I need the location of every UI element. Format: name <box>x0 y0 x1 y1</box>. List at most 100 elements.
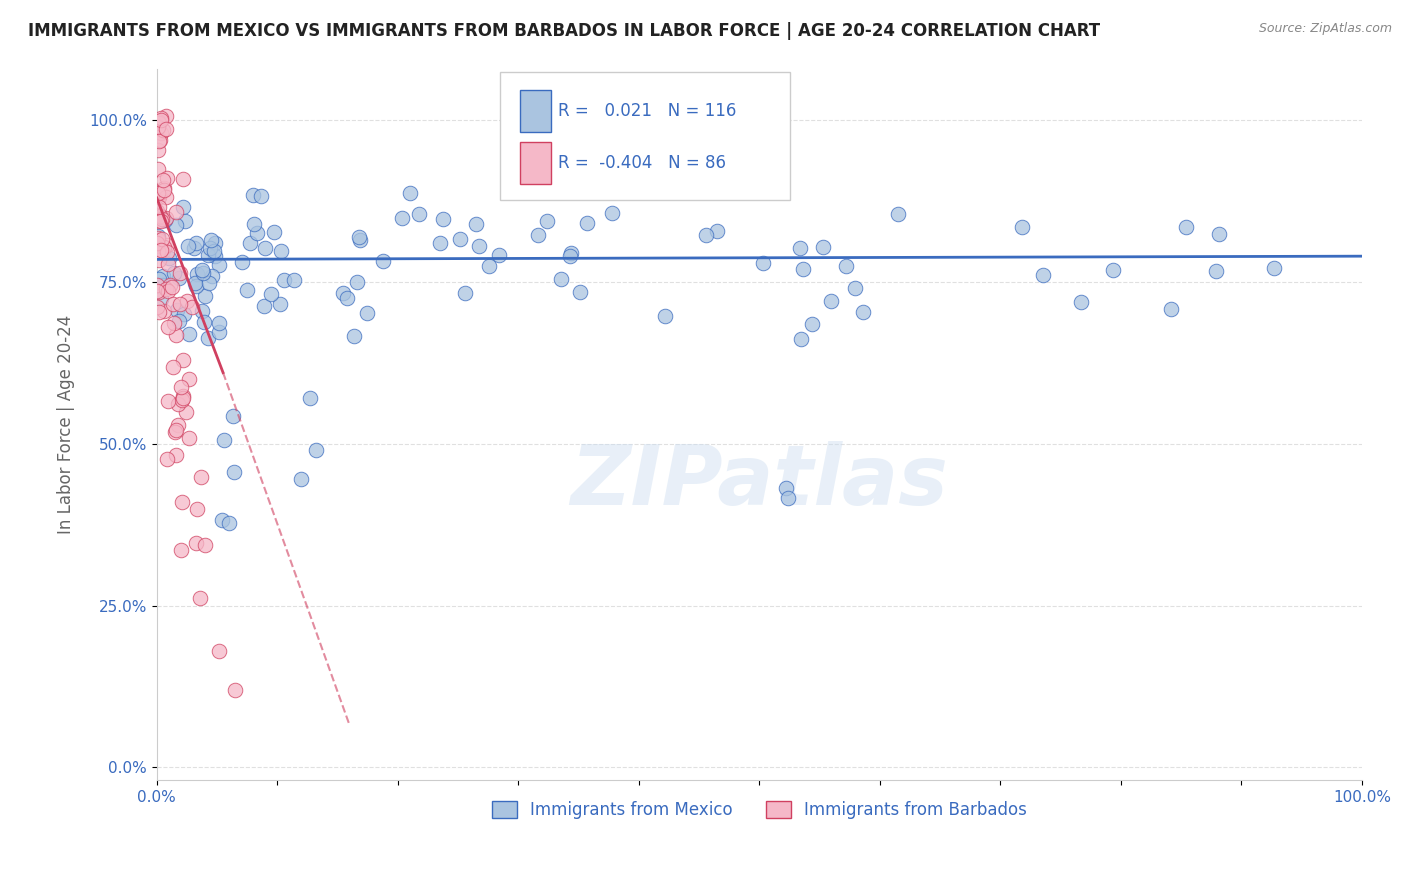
Point <box>800 318 823 332</box>
Point <box>155 211 177 226</box>
Point <box>155 109 177 123</box>
Point <box>263 225 285 239</box>
Point <box>190 469 212 483</box>
Point <box>150 210 173 224</box>
Point <box>299 392 322 406</box>
Point <box>184 236 207 251</box>
Point <box>356 306 378 320</box>
Point <box>852 305 875 319</box>
Point <box>150 232 173 246</box>
Point <box>176 293 198 308</box>
Point <box>148 200 170 214</box>
Point <box>1175 219 1198 234</box>
Point <box>148 285 170 299</box>
Point <box>197 248 219 262</box>
Point <box>1011 219 1033 234</box>
Point <box>1160 302 1182 317</box>
Point <box>148 272 170 286</box>
Point <box>170 495 193 509</box>
Point <box>162 280 184 294</box>
Point <box>706 224 728 238</box>
Point <box>167 270 190 285</box>
Point <box>198 241 221 255</box>
Point <box>172 392 194 407</box>
Point <box>155 121 177 136</box>
Point <box>172 200 194 214</box>
FancyBboxPatch shape <box>520 90 551 132</box>
Point <box>148 186 170 200</box>
Point <box>283 273 305 287</box>
Point <box>429 235 451 250</box>
FancyBboxPatch shape <box>501 72 790 200</box>
Point <box>260 287 283 301</box>
Point <box>269 297 291 311</box>
Point <box>165 425 187 440</box>
Point <box>146 208 169 222</box>
Point <box>172 172 194 186</box>
Point <box>600 206 623 220</box>
Point <box>253 299 276 313</box>
Point <box>146 235 169 250</box>
Point <box>156 171 179 186</box>
Point <box>149 243 172 257</box>
Point <box>150 213 173 227</box>
Point <box>1032 268 1054 282</box>
Point <box>146 204 169 219</box>
Text: R =  -0.404   N = 86: R = -0.404 N = 86 <box>558 154 725 172</box>
Point <box>218 516 240 531</box>
Point <box>184 276 207 290</box>
Point <box>177 431 200 445</box>
Point <box>347 229 370 244</box>
Point <box>149 210 172 224</box>
Point <box>153 213 176 227</box>
Point <box>157 251 180 265</box>
Point <box>208 258 231 272</box>
Point <box>1208 227 1230 241</box>
Text: R =   0.021   N = 116: R = 0.021 N = 116 <box>558 102 737 120</box>
Point <box>156 238 179 252</box>
Point <box>174 405 197 419</box>
Point <box>273 273 295 287</box>
Point <box>152 244 174 258</box>
Point <box>153 240 176 254</box>
Point <box>150 111 173 125</box>
Y-axis label: In Labor Force | Age 20-24: In Labor Force | Age 20-24 <box>58 315 75 534</box>
Point <box>153 183 176 197</box>
Point <box>242 217 264 231</box>
Point <box>204 236 226 251</box>
Point <box>156 257 179 271</box>
Point <box>157 393 180 408</box>
Point <box>172 391 194 405</box>
Point <box>149 126 172 140</box>
Point <box>152 304 174 318</box>
Point <box>820 293 842 308</box>
Point <box>776 491 799 505</box>
Point <box>152 123 174 137</box>
Point <box>408 207 430 221</box>
Legend: Immigrants from Mexico, Immigrants from Barbados: Immigrants from Mexico, Immigrants from … <box>485 794 1033 825</box>
Point <box>155 281 177 295</box>
Point <box>169 313 191 327</box>
Point <box>186 536 208 550</box>
Point <box>165 218 187 232</box>
Point <box>149 133 172 147</box>
Point <box>558 249 581 263</box>
Point <box>254 240 277 254</box>
Point <box>150 211 173 226</box>
Point <box>242 188 264 202</box>
Point <box>560 246 582 260</box>
Point <box>1263 261 1285 276</box>
Point <box>169 542 191 557</box>
Point <box>148 115 170 129</box>
Point <box>169 297 191 311</box>
Point <box>169 266 191 280</box>
Point <box>236 283 259 297</box>
Point <box>211 512 233 526</box>
Point <box>152 173 174 187</box>
Point <box>575 216 598 230</box>
Point <box>156 244 179 259</box>
Point <box>432 212 454 227</box>
Point <box>290 472 312 486</box>
Point <box>165 328 187 343</box>
Point <box>150 292 173 306</box>
